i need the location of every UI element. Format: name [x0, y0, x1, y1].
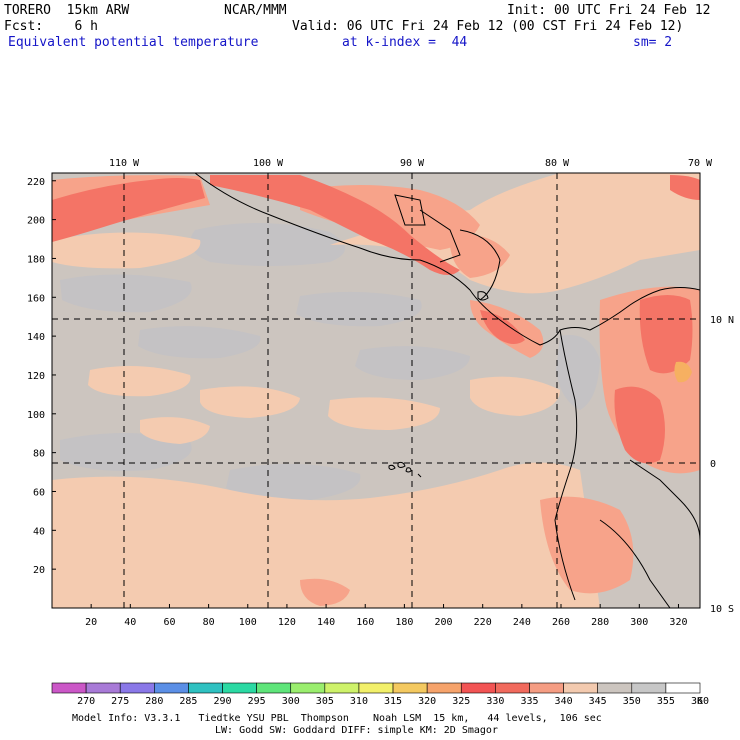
colorbar-cell	[290, 682, 326, 694]
colorbar-cell	[51, 682, 87, 694]
field-name: Equivalent potential temperature	[8, 35, 259, 50]
colorbar-cell	[154, 682, 189, 694]
colorbar-cell	[222, 682, 257, 694]
map-field	[52, 173, 700, 608]
x-tick-label: 160	[356, 617, 374, 628]
y-tick-label: 160	[27, 293, 45, 304]
y-tick-label: 200	[27, 216, 45, 227]
y-tick-label: 120	[27, 371, 45, 382]
y-grid-ticks: 20 40 60 80 100 120 140 160 180 200 220	[27, 177, 56, 576]
organization: NCAR/MMM	[224, 3, 287, 18]
colorbar: 270 275 280 285 290 295 300 305 310 315 320 325 330 3…	[51, 682, 709, 707]
lat-label: 10 S	[710, 604, 734, 615]
colorbar-cell	[85, 682, 121, 694]
x-tick-label: 220	[474, 617, 492, 628]
plot-frame	[51, 172, 701, 609]
y-tick-label: 100	[27, 410, 45, 421]
model-info-line2: LW: Godd SW: Goddard DIFF: simple KM: 2D…	[215, 725, 498, 736]
colorbar-cell	[495, 682, 530, 694]
lon-label: 80 W	[545, 158, 570, 169]
colorbar-cell	[460, 682, 496, 694]
colorbar-cell	[188, 682, 223, 694]
y-tick-label: 80	[33, 449, 45, 460]
colorbar-label: 315	[384, 696, 402, 707]
x-tick-label: 20	[85, 617, 97, 628]
level-info: at k-index = 44	[342, 35, 468, 50]
colorbar-label: 295	[248, 696, 266, 707]
colorbar-cell	[426, 682, 462, 694]
latitude-labels: 10 N 0 10 S	[710, 315, 734, 615]
colorbar-label: 345	[589, 696, 607, 707]
lon-label: 100 W	[253, 158, 284, 169]
colorbar-cell	[358, 682, 394, 694]
colorbar-cell	[597, 682, 633, 694]
colorbar-cell	[563, 682, 598, 694]
colorbar-label: 275	[111, 696, 129, 707]
x-tick-label: 240	[513, 617, 531, 628]
x-tick-label: 80	[203, 617, 215, 628]
lon-label: 110 W	[109, 158, 140, 169]
colorbar-unit: K	[697, 696, 703, 707]
x-tick-label: 200	[435, 617, 453, 628]
lat-label: 10 N	[710, 315, 734, 326]
longitude-labels: 110 W 100 W 90 W 80 W 70 W	[109, 158, 713, 169]
coastlines	[194, 173, 700, 608]
colorbar-cell	[324, 682, 360, 694]
colorbar-label: 290	[213, 696, 231, 707]
forecast-hour: Fcst: 6 h	[4, 19, 98, 34]
peak-theta-areas	[674, 361, 692, 383]
smoothing-info: sm= 2	[633, 35, 673, 50]
colorbar-label: 325	[452, 696, 470, 707]
colorbar-label: 285	[179, 696, 197, 707]
x-tick-label: 180	[395, 617, 413, 628]
colorbar-label: 270	[77, 696, 95, 707]
colorbar-label: 280	[145, 696, 163, 707]
x-tick-label: 60	[163, 617, 175, 628]
colorbar-cell	[665, 682, 701, 694]
colorbar-label: 310	[350, 696, 368, 707]
x-tick-label: 140	[317, 617, 335, 628]
colorbar-label: 355	[657, 696, 675, 707]
x-tick-label: 260	[552, 617, 570, 628]
colorbar-label: 305	[316, 696, 334, 707]
graticule	[52, 173, 700, 608]
model-info-line1: Model Info: V3.3.1 Tiedtke YSU PBL Thomp…	[72, 713, 602, 724]
colorbar-label: 350	[623, 696, 641, 707]
y-tick-label: 40	[33, 526, 45, 537]
colorbar-cell	[392, 682, 428, 694]
colorbar-label: 320	[418, 696, 436, 707]
colorbar-label: 360	[691, 696, 709, 707]
x-tick-label: 320	[669, 617, 687, 628]
lon-label: 90 W	[400, 158, 425, 169]
hot-theta-areas	[52, 175, 700, 464]
y-tick-label: 180	[27, 254, 45, 265]
colorbar-label: 340	[555, 696, 573, 707]
colorbar-label: 335	[520, 696, 538, 707]
valid-time: Valid: 06 UTC Fri 24 Feb 12 (00 CST Fri …	[292, 19, 684, 34]
x-tick-label: 280	[591, 617, 609, 628]
y-tick-label: 140	[27, 332, 45, 343]
warm-theta-areas	[52, 173, 700, 608]
y-tick-label: 20	[33, 565, 45, 576]
x-grid-ticks: 20 40 60 80 100 120 140 160 180 200 220 240 260 280 30…	[85, 604, 687, 628]
init-time: Init: 00 UTC Fri 24 Feb 12	[507, 3, 711, 18]
colorbar-cell	[256, 682, 292, 694]
colorbar-label: 300	[282, 696, 300, 707]
lon-label: 70 W	[688, 158, 713, 169]
x-tick-label: 120	[278, 617, 296, 628]
x-tick-label: 40	[124, 617, 136, 628]
x-tick-label: 300	[630, 617, 648, 628]
x-tick-label: 100	[239, 617, 257, 628]
colorbar-cell	[529, 682, 564, 694]
colorbar-cell	[631, 682, 667, 694]
colorbar-cell	[119, 682, 155, 694]
y-tick-label: 60	[33, 487, 45, 498]
y-tick-label: 220	[27, 177, 45, 188]
colorbar-label: 330	[486, 696, 504, 707]
lat-label: 0	[710, 459, 716, 470]
model-name: TORERO 15km ARW	[4, 3, 130, 18]
